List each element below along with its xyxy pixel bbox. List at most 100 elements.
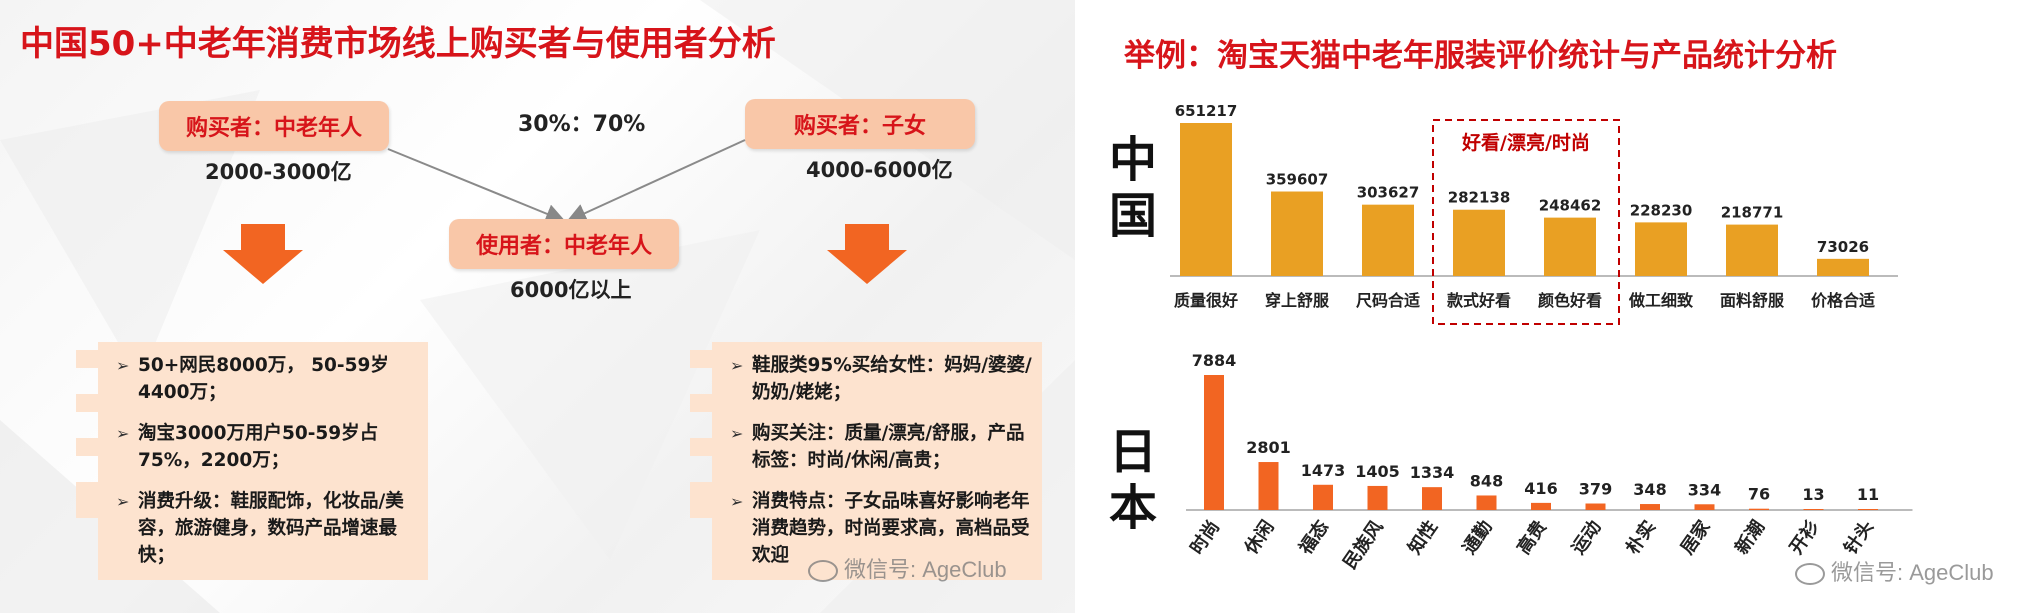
data-label: 76 bbox=[1748, 485, 1770, 504]
bar bbox=[1476, 495, 1497, 510]
wechat-icon bbox=[808, 560, 838, 583]
tick-label: 新潮 bbox=[1730, 516, 1769, 558]
page-title: 中国50+中老年消费市场线上购买者与使用者分析 bbox=[20, 24, 776, 64]
data-label: 282138 bbox=[1448, 189, 1511, 207]
buyer-children-pill: 购买者：子女 bbox=[745, 99, 975, 149]
data-label: 303627 bbox=[1357, 184, 1420, 202]
box-tab bbox=[76, 482, 98, 518]
tick-label: 民族风 bbox=[1339, 516, 1388, 573]
bar bbox=[1749, 508, 1769, 510]
data-label: 1405 bbox=[1355, 462, 1400, 481]
buyer-children-value: 4000-6000亿 bbox=[806, 158, 953, 182]
data-label: 1473 bbox=[1301, 461, 1346, 480]
box-tab bbox=[690, 394, 712, 412]
tick-label: 做工细致 bbox=[1628, 291, 1694, 310]
data-label: 2801 bbox=[1246, 438, 1291, 457]
tick-label: 时尚 bbox=[1185, 516, 1224, 558]
flow-connectors bbox=[387, 139, 746, 224]
japan-bar-chart: 7884 时尚 2801 休闲 1473 福态 1405 民族风 1334 知性 848 通勤 416 高… bbox=[1185, 351, 1913, 573]
tick-label: 尺码合适 bbox=[1356, 291, 1420, 310]
box-tab bbox=[76, 394, 98, 412]
bar bbox=[1204, 375, 1224, 510]
bar bbox=[1694, 504, 1715, 510]
user-elderly-pill: 使用者：中老年人 bbox=[449, 219, 679, 269]
user-elderly-value: 6000亿以上 bbox=[510, 278, 632, 302]
wechat-icon bbox=[1795, 563, 1825, 586]
tick-label: 福态 bbox=[1294, 516, 1333, 559]
tick-label: 知性 bbox=[1403, 516, 1442, 558]
list-item: ➢ 鞋服类95%买给女性：妈妈/婆婆/奶奶/姥姥； bbox=[730, 355, 1032, 403]
tick-label: 高贵 bbox=[1512, 516, 1551, 558]
data-label: 7884 bbox=[1192, 351, 1237, 370]
box-tab bbox=[76, 350, 98, 368]
bar bbox=[1362, 204, 1414, 276]
down-arrow-icon bbox=[827, 224, 907, 284]
bar bbox=[1271, 191, 1323, 276]
box-tab bbox=[690, 350, 712, 368]
chart-page-title: 举例：淘宝天猫中老年服装评价统计与产品统计分析 bbox=[1124, 38, 1837, 74]
data-label: 348 bbox=[1633, 480, 1666, 499]
bar bbox=[1640, 504, 1660, 510]
tick-label: 开衫 bbox=[1785, 516, 1824, 558]
bar bbox=[1803, 509, 1824, 510]
box-tab bbox=[690, 482, 712, 518]
box-tab bbox=[690, 438, 712, 456]
tick-label: 针头 bbox=[1839, 516, 1878, 558]
data-label: 11 bbox=[1857, 485, 1879, 504]
buyer-elderly-pill: 购买者：中老年人 bbox=[159, 101, 389, 151]
left-panel: 中国50+中老年消费市场线上购买者与使用者分析 购买者：中老年人 2000-30… bbox=[0, 0, 1075, 613]
box-tab bbox=[76, 438, 98, 456]
list-item: ➢ 消费升级：鞋服配饰，化妆品/美容，旅游健身，数码产品增速最快； bbox=[116, 491, 404, 566]
bar bbox=[1313, 484, 1333, 510]
tick-label: 颜色好看 bbox=[1538, 291, 1602, 310]
highlight-box bbox=[1432, 119, 1620, 325]
tick-label: 面料舒服 bbox=[1720, 291, 1785, 310]
bar bbox=[1531, 502, 1551, 510]
down-arrow-icon bbox=[223, 224, 303, 284]
elderly-info-box: ➢ 50+网民8000万， 50-59岁4400万； ➢ 淘宝3000万用户50-5… bbox=[98, 342, 428, 580]
data-label: 13 bbox=[1802, 485, 1824, 504]
bar bbox=[1258, 462, 1279, 510]
tick-label: 价格合适 bbox=[1811, 291, 1875, 310]
data-label: 334 bbox=[1688, 480, 1721, 499]
bar bbox=[1726, 224, 1778, 276]
highlight-label: 好看/漂亮/时尚 bbox=[1461, 131, 1590, 154]
watermark: 微信号: AgeClub bbox=[1795, 555, 1994, 587]
bar bbox=[1544, 217, 1596, 276]
panel-divider bbox=[1075, 0, 1080, 613]
tick-label: 朴实 bbox=[1621, 516, 1660, 558]
bar bbox=[1180, 123, 1232, 276]
tick-label: 居家 bbox=[1676, 515, 1715, 558]
tick-label: 运动 bbox=[1568, 517, 1606, 559]
china-bar-chart: 651217 质量很好 359607 穿上舒服 303627 尺码合适 282138 款式好看… bbox=[1170, 102, 1898, 325]
data-label: 73026 bbox=[1817, 238, 1869, 256]
data-label: 651217 bbox=[1175, 102, 1238, 120]
tick-label: 通勤 bbox=[1458, 516, 1497, 558]
data-label: 379 bbox=[1579, 480, 1612, 499]
data-label: 248462 bbox=[1539, 197, 1602, 215]
data-label: 848 bbox=[1470, 471, 1503, 490]
data-label: 218771 bbox=[1721, 204, 1784, 222]
bar bbox=[1367, 485, 1388, 510]
data-label: 1334 bbox=[1410, 463, 1455, 482]
bar bbox=[1453, 209, 1505, 276]
children-info-box: ➢ 鞋服类95%买给女性：妈妈/婆婆/奶奶/姥姥； ➢ 购买关注：质量/漂亮/舒服，… bbox=[712, 342, 1042, 580]
bar bbox=[1585, 503, 1606, 510]
tick-label: 休闲 bbox=[1239, 516, 1278, 559]
bar bbox=[1422, 487, 1442, 510]
list-item: ➢ 淘宝3000万用户50-59岁占75%，2200万； bbox=[116, 423, 379, 471]
tick-label: 款式好看 bbox=[1447, 291, 1511, 310]
list-item: ➢ 消费特点：子女品味喜好影响老年消费趋势，时尚要求高，高档品受欢迎 bbox=[730, 491, 1030, 566]
list-item: ➢ 购买关注：质量/漂亮/舒服，产品标签：时尚/休闲/高贵； bbox=[730, 423, 1025, 471]
bar bbox=[1635, 222, 1687, 276]
ratio-text: 30%：70% bbox=[518, 112, 646, 137]
bar bbox=[1858, 509, 1878, 510]
buyer-elderly-value: 2000-3000亿 bbox=[205, 160, 352, 184]
data-label: 359607 bbox=[1266, 171, 1329, 189]
right-panel: 举例：淘宝天猫中老年服装评价统计与产品统计分析 中国 日本 651217 质量很好… bbox=[1080, 0, 2039, 613]
watermark: 微信号: AgeClub bbox=[808, 552, 1007, 584]
tick-label: 质量很好 bbox=[1174, 291, 1238, 310]
japan-label: 日本 bbox=[1108, 424, 1157, 536]
data-label: 228230 bbox=[1630, 201, 1693, 219]
data-label: 416 bbox=[1524, 479, 1557, 498]
